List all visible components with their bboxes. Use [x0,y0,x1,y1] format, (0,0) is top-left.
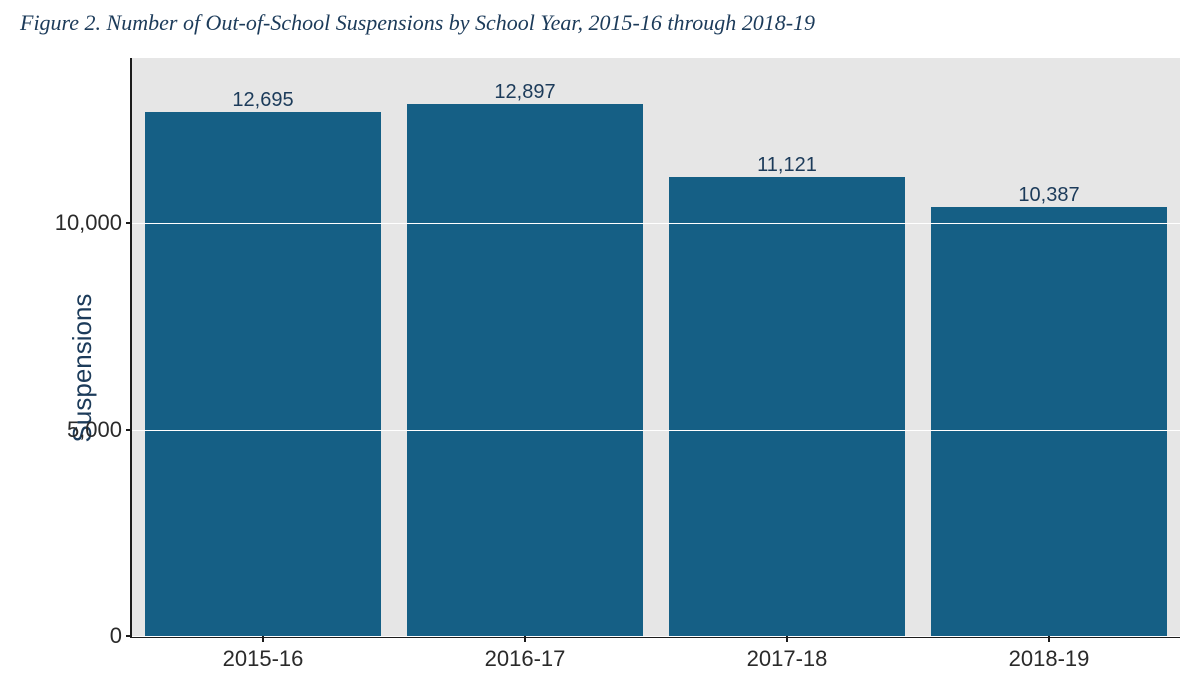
x-tick-mark [1048,636,1050,642]
bar-value-label: 11,121 [757,154,817,177]
x-tick-mark [524,636,526,642]
figure-caption: Figure 2. Number of Out-of-School Suspen… [20,10,815,36]
x-tick-mark [262,636,264,642]
bar [407,104,643,636]
bar [145,112,381,636]
bar-value-label: 10,387 [1018,184,1079,207]
y-tick-label: 10,000 [55,210,122,236]
x-tick-label: 2015-16 [223,646,304,672]
bars-layer: 12,695 12,897 11,121 10,387 [132,58,1180,636]
bar [669,177,905,636]
y-tick-mark [126,429,132,431]
y-tick-mark [126,635,132,637]
bar-value-label: 12,897 [494,81,555,104]
y-tick-label: 5,000 [67,417,122,443]
gridline [132,636,1180,637]
x-tick-mark [786,636,788,642]
y-tick-mark [126,222,132,224]
gridline [132,430,1180,431]
bar-value-label: 12,695 [232,89,293,112]
chart-panel: 12,69512,89711,12110,387 05,00010,000201… [130,58,1180,638]
bar [931,207,1167,636]
gridline [132,223,1180,224]
x-tick-label: 2018-19 [1009,646,1090,672]
figure-container: Figure 2. Number of Out-of-School Suspen… [0,0,1200,700]
y-tick-label: 0 [110,623,122,649]
x-tick-label: 2016-17 [485,646,566,672]
plot-area: Suspensions 12,69512,89711,12110,387 05,… [0,48,1200,688]
x-tick-label: 2017-18 [747,646,828,672]
